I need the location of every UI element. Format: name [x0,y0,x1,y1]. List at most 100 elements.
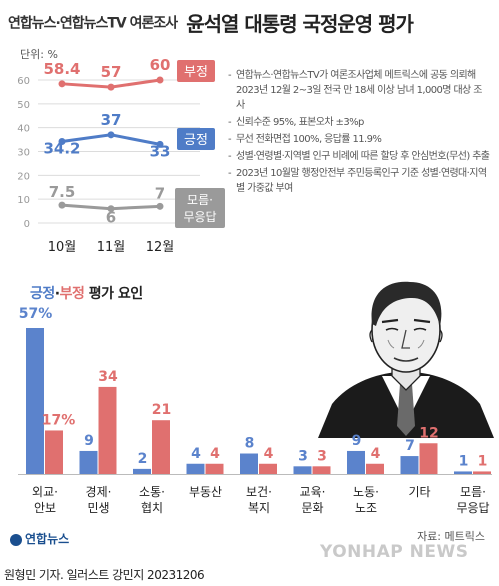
bar-positive-5 [240,453,258,474]
trend-point [58,80,66,88]
bar-negative-2 [98,386,117,474]
category-label-9: 무응답 [456,501,489,515]
survey-note-3: 무선 전화면접 100%, 응답률 11.9% [228,132,490,147]
trend-point [156,202,164,210]
trend-point [156,140,164,148]
category-label-7: 노동· [353,485,379,499]
unit-label: 단위: % [20,48,58,61]
trend-value-label: 33 [150,142,171,160]
y-tick-0: 0 [24,219,30,230]
series-name-dontknow-line2: 무응답 [183,210,216,224]
bar-value-label: 4 [264,446,274,462]
survey-note-1: 연합뉴스·연합뉴스TV가 여론조사업체 메트릭스에 공동 의뢰해 2023년 1… [228,68,490,113]
series-tag-dontknow [175,188,225,228]
trend-value-label: 57 [101,63,122,81]
survey-notes: 연합뉴스·연합뉴스TV가 여론조사업체 메트릭스에 공동 의뢰해 2023년 1… [228,68,490,198]
bar-value-label: 4 [191,446,201,462]
data-source: 자료: 메트릭스 [417,530,485,543]
category-label-7: 노조 [355,501,377,515]
eval-title-positive: 긍정 [30,286,55,302]
bar-positive-6 [293,466,312,474]
category-label-5: 복지 [248,501,270,515]
header: 연합뉴스·연합뉴스TV 여론조사 윤석열 대통령 국정운영 평가 [8,8,491,42]
survey-note-5: 2023년 10월말 행정안전부 주민등록인구 기준 성별·연령대·지역별 가중… [228,166,490,196]
evaluation-title: 긍정·부정 평가 요인 [30,283,143,303]
bar-positive-9 [454,471,472,474]
series-name-dontknow-line1: 모름· [187,193,213,207]
category-label-9: 모름· [460,485,486,499]
bar-positive-1 [26,328,44,474]
credit-line: 원형민 기자. 일러스트 강민지 20231206 [4,568,205,582]
trend-point [58,137,66,145]
series-name-positive: 긍정 [184,133,208,148]
y-tick-30: 30 [17,148,30,159]
bar-value-label: 57% [19,306,53,322]
source-title: 연합뉴스·연합뉴스TV 여론조사 [8,15,178,32]
bar-value-label: 1 [478,453,488,469]
y-tick-10: 10 [17,195,30,206]
y-tick-60: 60 [17,76,30,87]
bar-negative-5 [259,463,277,474]
month-label-3: 12월 [146,240,175,255]
main-title: 윤석열 대통령 국정운영 평가 [186,12,414,36]
bar-positive-8 [400,456,419,474]
category-label-2: 경제· [86,485,112,499]
bar-positive-3 [133,468,151,474]
bar-value-label: 9 [84,433,94,449]
trend-point [156,76,164,84]
series-tag-positive [177,128,215,150]
bar-negative-3 [152,420,170,474]
category-label-6: 교육· [300,485,326,499]
bar-value-label: 9 [352,433,362,449]
month-label-2: 11월 [97,240,126,255]
y-tick-40: 40 [17,124,30,135]
bar-value-label: 21 [152,402,171,418]
bar-value-label: 34 [98,369,118,385]
bar-value-label: 2 [138,451,148,467]
trend-value-label: 6 [106,209,116,227]
series-tag-negative [177,60,215,82]
bar-value-label: 4 [210,446,220,462]
bar-value-label: 3 [317,448,327,464]
trend-line-chart: 0 10 20 30 40 50 60 58.4 57 60 34.2 37 33 7.5 6 7 부정긍정모름… [17,56,225,255]
category-label-4: 부동산 [189,485,222,499]
bar-negative-4 [205,463,224,474]
trend-point [107,205,115,213]
y-tick-50: 50 [17,100,30,111]
category-label-2: 민생 [87,501,109,515]
bar-value-label: 8 [245,436,255,452]
category-label-8: 기타 [408,485,430,499]
category-label-1: 안보 [34,501,56,515]
trend-value-label: 7 [155,184,165,202]
bar-negative-6 [312,466,331,474]
category-label-3: 소통· [139,485,165,499]
bar-value-label: 12 [419,425,438,441]
category-label-6: 문화 [301,501,323,515]
yonhap-logo-text: 연합뉴스 [25,532,70,546]
bar-negative-9 [473,471,491,474]
category-label-3: 협치 [141,501,163,515]
y-tick-20: 20 [17,171,30,182]
trend-point [107,131,115,139]
trend-value-label: 58.4 [43,60,80,78]
month-label-1: 10월 [48,240,77,255]
trend-point [107,83,115,91]
trend-value-label: 7.5 [49,183,76,201]
bar-positive-2 [79,450,98,474]
category-label-1: 외교· [32,485,58,499]
yonhap-logo-icon [10,533,22,546]
bar-negative-1 [45,430,63,474]
eval-title-rest: 평가 요인 [84,286,143,302]
eval-title-negative: 부정 [59,286,85,302]
trend-point [58,201,66,209]
category-label-5: 보건· [246,485,272,499]
bar-value-label: 17% [42,412,76,428]
survey-note-2: 신뢰수준 95%, 표본오차 ±3%p [228,115,490,130]
bar-value-label: 4 [371,446,381,462]
eval-title-separator: · [54,286,60,302]
bar-positive-7 [347,450,365,474]
bar-positive-4 [186,463,205,474]
watermark: YONHAP NEWS [320,542,469,562]
